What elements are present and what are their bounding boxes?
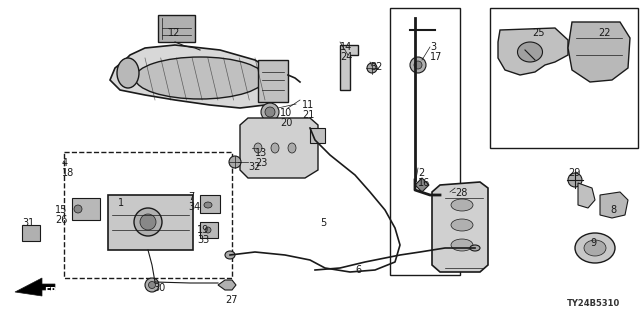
Bar	[22, 225, 40, 241]
Text: 6: 6	[355, 265, 361, 275]
Ellipse shape	[410, 57, 426, 73]
Ellipse shape	[271, 143, 279, 153]
Text: 31: 31	[22, 218, 35, 228]
Text: 34: 34	[188, 202, 200, 212]
Ellipse shape	[74, 205, 82, 213]
Ellipse shape	[575, 233, 615, 263]
Ellipse shape	[414, 61, 422, 69]
Text: 2: 2	[418, 168, 424, 178]
Text: 13: 13	[255, 148, 268, 158]
Bar	[258, 60, 288, 102]
Text: 22: 22	[598, 28, 611, 38]
Text: 3: 3	[430, 42, 436, 52]
Polygon shape	[218, 280, 236, 290]
Ellipse shape	[584, 240, 606, 256]
Ellipse shape	[205, 227, 211, 233]
Ellipse shape	[451, 199, 473, 211]
Ellipse shape	[367, 63, 377, 73]
Ellipse shape	[134, 208, 162, 236]
Text: FR.: FR.	[44, 286, 61, 295]
Ellipse shape	[265, 107, 275, 117]
Bar	[390, 8, 460, 275]
Polygon shape	[568, 22, 630, 82]
Text: 32: 32	[248, 162, 260, 172]
Text: 21: 21	[302, 110, 314, 120]
Text: 9: 9	[590, 238, 596, 248]
Polygon shape	[158, 15, 195, 42]
Text: 5: 5	[320, 218, 326, 228]
Bar	[64, 152, 232, 278]
Polygon shape	[578, 183, 595, 208]
Ellipse shape	[288, 143, 296, 153]
Ellipse shape	[135, 57, 265, 99]
Text: 16: 16	[418, 178, 430, 188]
Ellipse shape	[518, 42, 543, 62]
Polygon shape	[415, 178, 429, 192]
Text: TY24B5310: TY24B5310	[567, 299, 620, 308]
Text: 4: 4	[62, 158, 68, 168]
Ellipse shape	[470, 245, 480, 251]
Ellipse shape	[225, 251, 235, 259]
Polygon shape	[15, 278, 55, 296]
Text: 18: 18	[62, 168, 74, 178]
Polygon shape	[498, 28, 568, 75]
Text: 28: 28	[455, 188, 467, 198]
Text: 27: 27	[225, 295, 237, 305]
Text: 11: 11	[302, 100, 314, 110]
Polygon shape	[432, 182, 488, 272]
Text: 33: 33	[197, 235, 209, 245]
Bar	[490, 8, 638, 148]
Text: 19: 19	[197, 225, 209, 235]
Text: 23: 23	[255, 158, 268, 168]
Polygon shape	[110, 45, 285, 108]
Ellipse shape	[451, 239, 473, 251]
Polygon shape	[340, 45, 358, 90]
Bar	[72, 198, 100, 220]
Ellipse shape	[447, 187, 457, 197]
Text: 30: 30	[153, 283, 165, 293]
Text: 7: 7	[188, 192, 195, 202]
Text: 15: 15	[55, 205, 67, 215]
Ellipse shape	[229, 156, 241, 168]
Bar	[200, 195, 220, 213]
Ellipse shape	[568, 173, 582, 187]
Text: 25: 25	[532, 28, 545, 38]
Text: 10: 10	[280, 108, 292, 118]
Bar	[200, 222, 218, 238]
Ellipse shape	[204, 202, 212, 208]
Text: 26: 26	[55, 215, 67, 225]
Polygon shape	[240, 118, 318, 178]
Ellipse shape	[148, 282, 156, 289]
Ellipse shape	[261, 103, 279, 121]
Text: 32: 32	[370, 62, 382, 72]
Ellipse shape	[140, 214, 156, 230]
Bar	[108, 195, 193, 250]
Ellipse shape	[451, 219, 473, 231]
Text: 24: 24	[340, 52, 353, 62]
Text: 8: 8	[610, 205, 616, 215]
Text: 20: 20	[280, 118, 292, 128]
Text: 17: 17	[430, 52, 442, 62]
Polygon shape	[600, 192, 628, 218]
Ellipse shape	[254, 143, 262, 153]
Text: 14: 14	[340, 42, 352, 52]
Ellipse shape	[117, 58, 139, 88]
Text: 12: 12	[168, 28, 180, 38]
Text: 29: 29	[568, 168, 580, 178]
Text: 1: 1	[118, 198, 124, 208]
Ellipse shape	[145, 278, 159, 292]
Bar	[310, 128, 325, 143]
